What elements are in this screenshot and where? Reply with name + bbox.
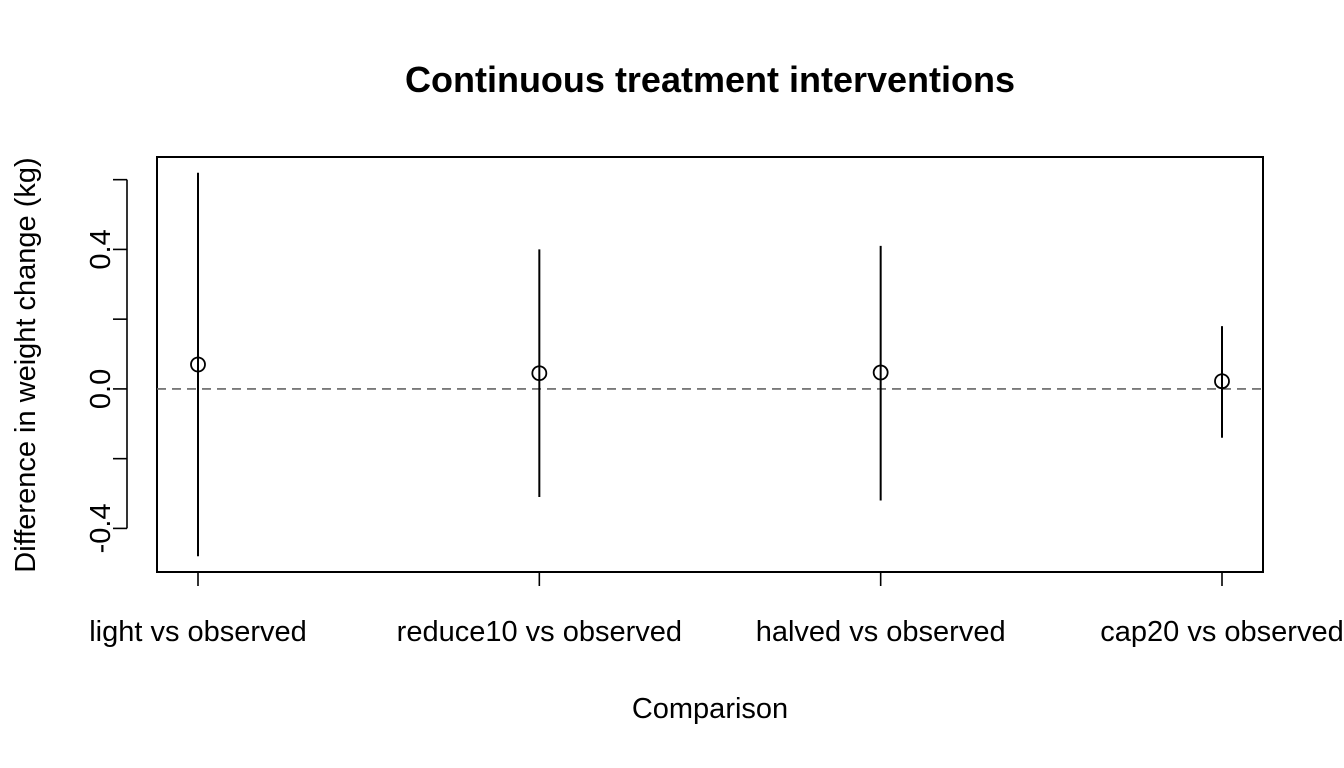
x-axis: light vs observed reduce10 vs observed hal… <box>89 572 1344 648</box>
y-tick-label: 0.0 <box>85 369 117 409</box>
chart-title: Continuous treatment interventions <box>405 59 1015 100</box>
estimate-point <box>531 365 548 382</box>
y-tick-label: 0.4 <box>85 229 117 269</box>
y-axis: -0.4 0.0 0.4 <box>85 178 128 553</box>
y-axis-title: Difference in weight change (kg) <box>10 157 42 572</box>
x-tick-label: reduce10 vs observed <box>397 616 682 648</box>
estimate-point <box>872 364 889 381</box>
y-tick-label: -0.4 <box>85 503 117 553</box>
estimate-point <box>190 356 206 373</box>
error-bars <box>190 172 1230 557</box>
x-tick-label: halved vs observed <box>756 616 1006 648</box>
x-axis-title: Comparison <box>632 693 788 725</box>
plot-frame <box>156 156 1264 573</box>
x-tick-label: light vs observed <box>89 616 307 648</box>
x-tick-label: cap20 vs observed <box>1100 616 1343 648</box>
estimate-point <box>1214 373 1230 390</box>
